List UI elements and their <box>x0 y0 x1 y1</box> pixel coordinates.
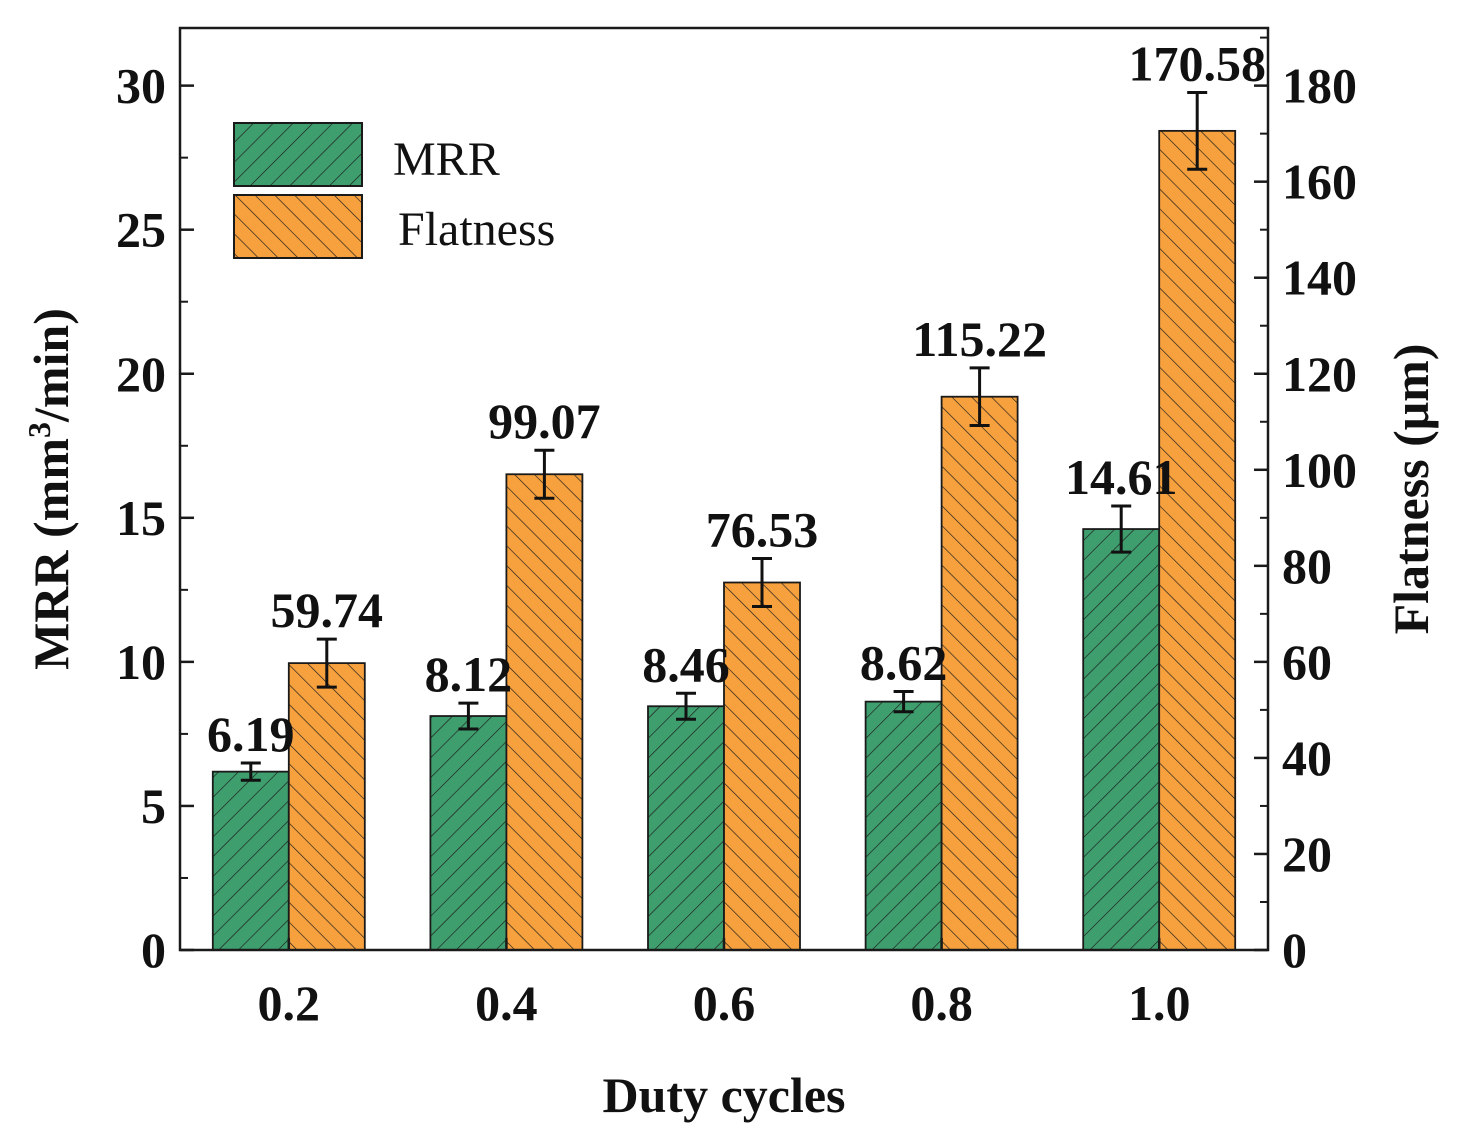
x-tick-label: 0.4 <box>475 975 538 1031</box>
legend-item-flatness: Flatness <box>233 194 555 259</box>
left-tick-label: 30 <box>116 58 166 114</box>
x-axis-ticks: 0.2 0.4 0.6 0.8 1.0 <box>258 938 1191 1031</box>
right-axis-ticks: 0 20 40 60 80 100 120 140 160 180 <box>1254 36 1357 978</box>
bar-hatch-mrr <box>865 701 942 950</box>
left-tick-label: 5 <box>141 778 166 834</box>
x-tick-label: 0.2 <box>258 975 321 1031</box>
bar-labels-group: 6.19 59.74 8.12 99.07 8.46 76.53 8.62 115.22 14.… <box>207 35 1266 762</box>
right-tick-label: 60 <box>1282 634 1332 690</box>
data-label-flatness: 115.22 <box>912 311 1047 367</box>
left-tick-label: 15 <box>116 490 166 546</box>
left-tick-label: 20 <box>116 346 166 402</box>
data-label-flatness: 76.53 <box>706 501 819 557</box>
legend-label-mrr: MRR <box>393 133 500 186</box>
right-axis-label: Flatness (μm) <box>1383 344 1439 635</box>
left-axis-ticks: 0 5 10 15 20 25 30 <box>116 58 194 978</box>
bar-hatch-flatness <box>1159 130 1236 951</box>
left-tick-label: 25 <box>116 202 166 258</box>
bar-hatch-mrr <box>430 716 507 950</box>
legend-item-mrr: MRR <box>233 122 500 187</box>
legend: MRR Flatness <box>233 122 555 259</box>
left-tick-label: 10 <box>116 634 166 690</box>
right-tick-label: 0 <box>1282 922 1307 978</box>
right-tick-label: 140 <box>1282 250 1357 306</box>
right-tick-label: 80 <box>1282 538 1332 594</box>
right-tick-label: 100 <box>1282 442 1357 498</box>
bar-hatch-mrr <box>1083 529 1160 950</box>
bar-hatch-flatness <box>941 396 1018 950</box>
bar-hatch-mrr <box>212 771 289 950</box>
bar-hatch-flatness <box>724 582 800 950</box>
error-bars-group <box>240 90 1208 782</box>
left-axis-label-suffix: /min) <box>23 308 79 423</box>
right-tick-label: 40 <box>1282 730 1332 786</box>
x-axis-label: Duty cycles <box>603 1067 846 1123</box>
x-tick-label: 0.6 <box>693 975 756 1031</box>
data-label-mrr: 8.62 <box>860 635 948 691</box>
data-label-mrr: 6.19 <box>207 706 295 762</box>
data-label-flatness: 99.07 <box>488 393 601 449</box>
right-tick-label: 180 <box>1282 58 1357 114</box>
bars-group <box>211 129 1237 951</box>
x-tick-label: 1.0 <box>1128 975 1191 1031</box>
left-axis-label-sup: 3 <box>21 422 57 438</box>
bar-hatch-flatness <box>506 474 583 950</box>
data-label-mrr: 14.61 <box>1065 449 1178 505</box>
legend-swatch-flatness-hatch <box>234 195 362 258</box>
right-tick-label: 120 <box>1282 346 1357 402</box>
data-label-flatness: 59.74 <box>271 582 384 638</box>
data-label-mrr: 8.12 <box>425 646 513 702</box>
bar-hatch-mrr <box>648 706 724 950</box>
right-tick-label: 20 <box>1282 826 1332 882</box>
data-label-flatness: 170.58 <box>1128 35 1266 91</box>
left-axis-label-prefix: MRR (mm <box>23 438 79 670</box>
legend-label-flatness: Flatness <box>398 203 555 256</box>
bar-hatch-flatness <box>288 663 365 950</box>
right-tick-label: 160 <box>1282 154 1357 210</box>
data-label-mrr: 8.46 <box>642 636 730 692</box>
x-tick-label: 0.8 <box>910 975 973 1031</box>
left-axis-label: MRR (mm3/min) <box>21 308 79 670</box>
legend-swatch-mrr-hatch <box>234 123 362 186</box>
left-tick-label: 0 <box>141 922 166 978</box>
